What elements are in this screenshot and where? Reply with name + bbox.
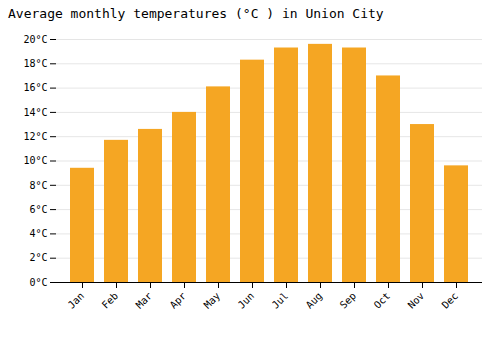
html-text:Average monthly temperatures (: Average monthly temperatures (°C ) in Un…: [8, 6, 384, 21]
svg-text:16°C: 16°C: [23, 82, 47, 93]
svg-text:May: May: [202, 290, 223, 311]
svg-text:0°C: 0°C: [29, 277, 47, 288]
svg-text:Sep: Sep: [338, 290, 359, 311]
svg-text:Jul: Jul: [270, 290, 291, 311]
svg-text:Aug: Aug: [304, 290, 325, 311]
svg-text:Nov: Nov: [406, 290, 427, 311]
svg-text:18°C: 18°C: [23, 58, 47, 69]
svg-text:8°C: 8°C: [29, 180, 47, 191]
svg-text:Jan: Jan: [66, 290, 87, 311]
svg-text:4°C: 4°C: [29, 228, 47, 239]
svg-text:10°C: 10°C: [23, 155, 47, 166]
svg-text:20°C: 20°C: [23, 34, 47, 45]
svg-text:Mar: Mar: [134, 290, 155, 311]
svg-text:2°C: 2°C: [29, 252, 47, 263]
svg-text:12°C: 12°C: [23, 131, 47, 142]
svg-text:14°C: 14°C: [23, 107, 47, 118]
svg-text:Dec: Dec: [440, 290, 461, 311]
svg-text:Oct: Oct: [372, 290, 393, 311]
svg-text:Jun: Jun: [236, 290, 257, 311]
svg-text:6°C: 6°C: [29, 204, 47, 215]
svg-text:Apr: Apr: [168, 290, 189, 311]
svg-text:Feb: Feb: [100, 290, 121, 311]
